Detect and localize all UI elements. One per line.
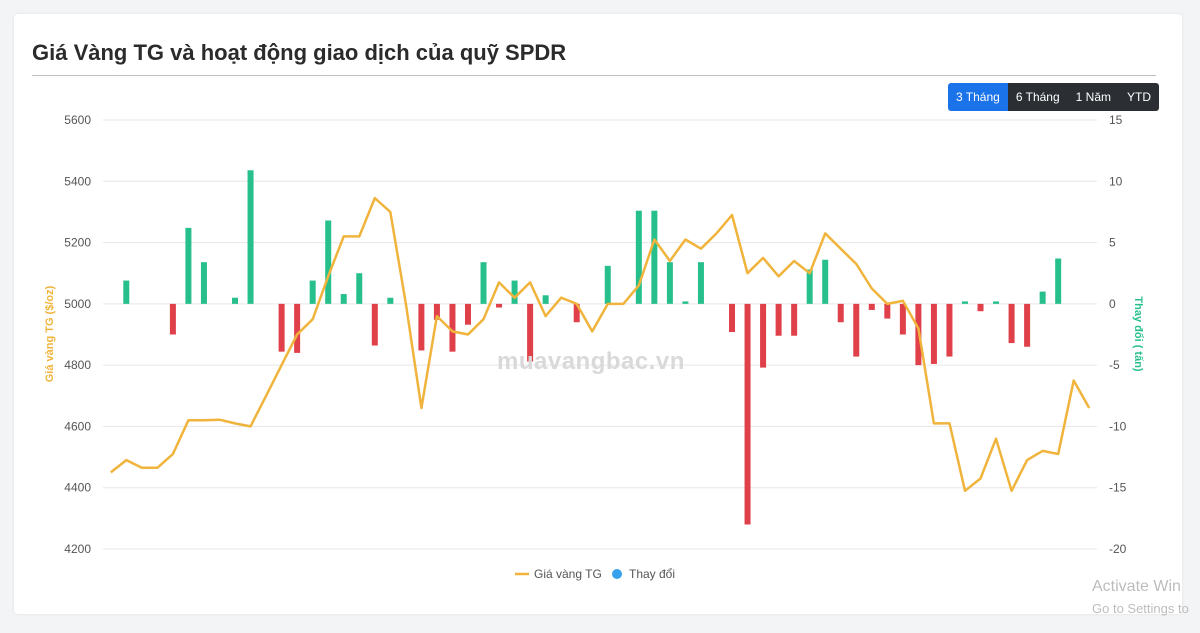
change-bar [481,262,487,304]
change-bar [745,304,751,525]
change-bar [325,221,331,304]
y-right-tick-label: 5 [1109,236,1116,250]
change-bar [1040,292,1046,304]
change-bar [341,294,347,304]
y-left-tick-label: 5000 [64,297,91,311]
change-bar [776,304,782,336]
y-right-tick-label: -20 [1109,542,1127,556]
change-bar [838,304,844,322]
y-right-tick-label: -15 [1109,481,1127,495]
gold-price-line [111,198,1089,491]
y-left-tick-label: 5200 [64,236,91,250]
change-bar [682,301,688,303]
y-left-tick-label: 4600 [64,419,91,433]
y-right-tick-label: -5 [1109,358,1120,372]
y-right-tick-label: 10 [1109,174,1123,188]
change-bar [248,170,254,304]
legend-circle-marker [612,569,622,579]
change-bar [310,281,316,304]
change-bar [1024,304,1030,347]
legend-label-change: Thay đổi [629,567,675,581]
change-bar [946,304,952,357]
change-bar [729,304,735,332]
change-bar [760,304,766,368]
change-bar [791,304,797,336]
y-left-tick-label: 4200 [64,542,91,556]
y-left-tick-label: 5400 [64,174,91,188]
change-bar [201,262,207,304]
change-bar [1009,304,1015,343]
change-bar [931,304,937,364]
change-bar [900,304,906,335]
change-bar [356,273,362,304]
legend-label-gold: Giá vàng TG [534,567,602,581]
change-bar [822,260,828,304]
change-bar [884,304,890,319]
change-bar [698,262,704,304]
change-bar [185,228,191,304]
change-bar [869,304,875,310]
change-bar [123,281,129,304]
change-bar [279,304,285,352]
change-bar [651,211,657,304]
activate-windows-title: Activate Win [1092,578,1181,596]
change-bar [667,262,673,304]
y-left-axis-title: Giá vàng TG ($/oz) [44,285,56,382]
change-bar [372,304,378,346]
change-bar [496,304,502,308]
y-left-tick-label: 4800 [64,358,91,372]
y-right-tick-label: 15 [1109,113,1123,127]
change-bar [605,266,611,304]
y-left-tick-label: 5600 [64,113,91,127]
change-bar [807,270,813,304]
change-bar [993,301,999,303]
change-bar [232,298,238,304]
y-right-tick-label: 0 [1109,297,1116,311]
change-bar [294,304,300,353]
change-bar [1055,259,1061,304]
change-bar [962,301,968,303]
change-bar [853,304,859,357]
change-bar [387,298,393,304]
change-bar [543,295,549,304]
change-bar [512,281,518,304]
watermark: muavangbac.vn [497,348,685,376]
change-bar [418,304,424,351]
change-bar [978,304,984,311]
y-right-axis-title: Thay đổi ( tấn) [1132,296,1144,372]
activate-windows-subtitle: Go to Settings to [1092,601,1189,616]
change-bar [465,304,471,325]
y-right-tick-label: -10 [1109,419,1127,433]
change-bar [170,304,176,335]
y-left-tick-label: 4400 [64,481,91,495]
